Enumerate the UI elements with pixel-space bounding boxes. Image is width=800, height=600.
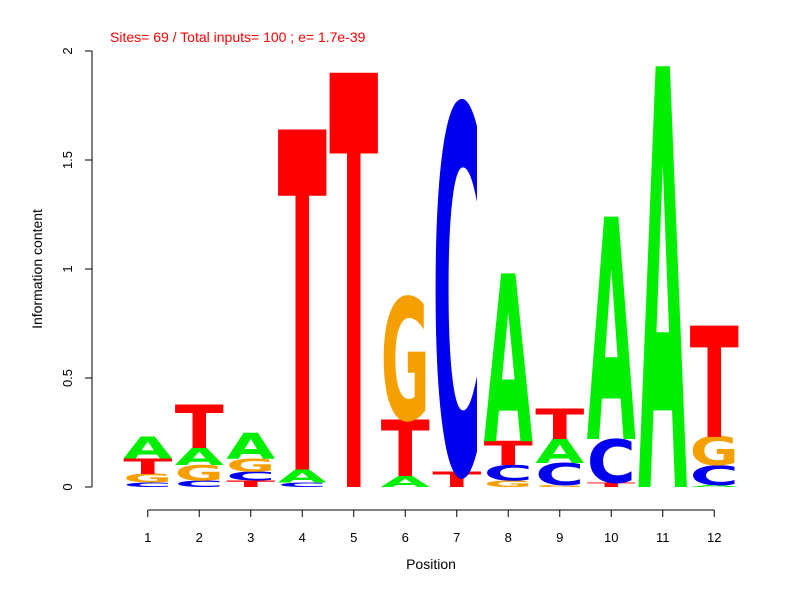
x-axis: 1 2 3 4 5 6 7 8 9 10 11 12 [144, 509, 721, 545]
logo-letter-A: A [587, 157, 636, 511]
logo-column-5: T [329, 0, 378, 600]
logo-letter-T: T [587, 482, 636, 489]
logo-letter-A: A [123, 431, 173, 466]
logo-column-10: TCA [587, 157, 636, 511]
x-tick-label: 3 [247, 530, 254, 545]
logo-letter-G: G [484, 479, 533, 490]
x-tick-label: 5 [350, 530, 357, 545]
logo-letter-C: C [535, 458, 584, 493]
x-tick-label: 11 [656, 530, 670, 545]
x-axis-label: Position [406, 556, 456, 572]
logo-column-11: A [638, 0, 687, 600]
logo-letter-A: A [175, 444, 224, 471]
logo-letter-A: A [381, 473, 431, 491]
x-tick-label: 8 [505, 530, 512, 545]
y-tick-label: 1.5 [60, 151, 75, 169]
y-tick-label: 1 [60, 265, 75, 272]
logo-letter-C: C [175, 479, 224, 489]
logo-letter-C: C [226, 469, 275, 483]
x-tick-label: 1 [144, 530, 151, 545]
logo-column-4: CAT [278, 36, 327, 580]
y-tick-label: 2 [60, 47, 75, 54]
x-tick-label: 2 [196, 530, 203, 545]
y-tick-label: 0 [60, 483, 75, 490]
logo-letter-G: G [381, 264, 430, 460]
logo-letter-G: G [123, 472, 172, 486]
logo-letter-A: A [484, 227, 533, 496]
y-tick-label: 0.5 [60, 369, 75, 387]
logo-letter-T: T [175, 393, 224, 463]
logo-letter-G: G [226, 455, 275, 476]
logo-letter-G: G [535, 484, 584, 487]
logo-letter-A: A [690, 484, 739, 488]
logo-letter-C: C [587, 427, 636, 497]
logo-letter-T: T [535, 400, 584, 449]
logo-letter-G: G [175, 461, 224, 486]
logo-letter-T: T [123, 455, 172, 479]
logo-letter-A: A [278, 466, 327, 487]
logo-letter-T: T [381, 404, 430, 494]
logo-letter-A: A [535, 432, 584, 470]
logo-letter-C: C [123, 482, 172, 489]
logo-letter-A: A [638, 0, 687, 600]
logo-letter-C: C [278, 482, 327, 489]
logo-letter-C: C [432, 5, 481, 591]
logo-letter-C: C [690, 460, 739, 491]
logo-letter-A: A [226, 426, 275, 468]
x-tick-label: 12 [707, 530, 721, 545]
x-tick-label: 4 [299, 530, 306, 545]
y-axis-label: Information content [29, 209, 45, 329]
logo-letter-G: G [690, 429, 739, 475]
logo-letter-T: T [329, 0, 378, 600]
logo-letter-T: T [432, 468, 481, 492]
x-tick-label: 9 [556, 530, 563, 545]
x-tick-label: 7 [453, 530, 460, 545]
logo-letter-T: T [484, 435, 533, 473]
logo-letter-C: C [484, 461, 533, 486]
logo-letter-T: T [278, 36, 327, 580]
y-axis: 0 0.5 1 1.5 2 [60, 47, 93, 491]
logo-letter-T: T [226, 479, 275, 490]
chart-title: Sites= 69 / Total inputs= 100 ; e= 1.7e-… [110, 29, 366, 45]
logo-column-6: ATG [381, 264, 431, 495]
x-tick-label: 10 [604, 530, 618, 545]
logo-column-7: TC [432, 5, 481, 591]
x-tick-label: 6 [402, 530, 409, 545]
logo-letter-T: T [690, 296, 739, 474]
